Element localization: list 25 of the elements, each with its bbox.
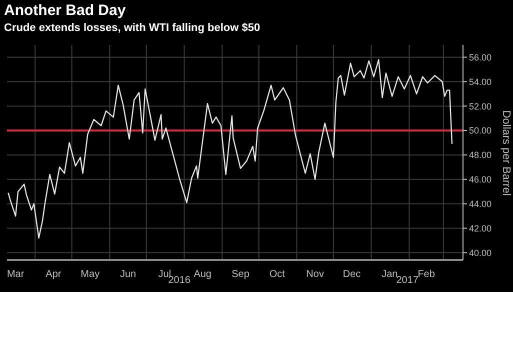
y-tick-label: 48.00 bbox=[469, 150, 492, 160]
y-tick-label: 46.00 bbox=[469, 174, 492, 185]
y-tick-label: 52.00 bbox=[469, 101, 492, 112]
x-tick-label: Aug bbox=[194, 269, 212, 280]
text: 2017 bbox=[396, 275, 418, 286]
y-axis-title: Dollars per Barrel bbox=[500, 110, 512, 196]
x-tick-label: Feb bbox=[418, 269, 436, 280]
x-tick-label: Jun bbox=[120, 269, 136, 280]
x-tick-label: Dec bbox=[342, 269, 361, 280]
y-tick-label: 54.00 bbox=[469, 76, 492, 87]
x-tick-label: Mar bbox=[6, 269, 25, 280]
y-tick-label: 50.00 bbox=[469, 126, 492, 136]
line-series bbox=[8, 59, 453, 239]
chart-title: Another Bad Day bbox=[4, 2, 126, 19]
x-tick-label: Apr bbox=[46, 269, 62, 280]
x-tick-label: Nov bbox=[306, 269, 324, 280]
y-tick-label: 56.00 bbox=[469, 52, 492, 62]
x-tick-label: Jan bbox=[382, 269, 398, 280]
x-tick-label: May bbox=[80, 269, 100, 280]
y-tick-label: 44.00 bbox=[469, 199, 492, 209]
y-tick-label: 40.00 bbox=[469, 248, 492, 258]
y-tick-label: 42.00 bbox=[469, 223, 492, 234]
x-tick-label: Sep bbox=[232, 269, 250, 280]
x-tick-label: Oct bbox=[269, 269, 286, 280]
chart-subtitle: Crude extends losses, with WTI falling below $50 bbox=[4, 22, 260, 34]
